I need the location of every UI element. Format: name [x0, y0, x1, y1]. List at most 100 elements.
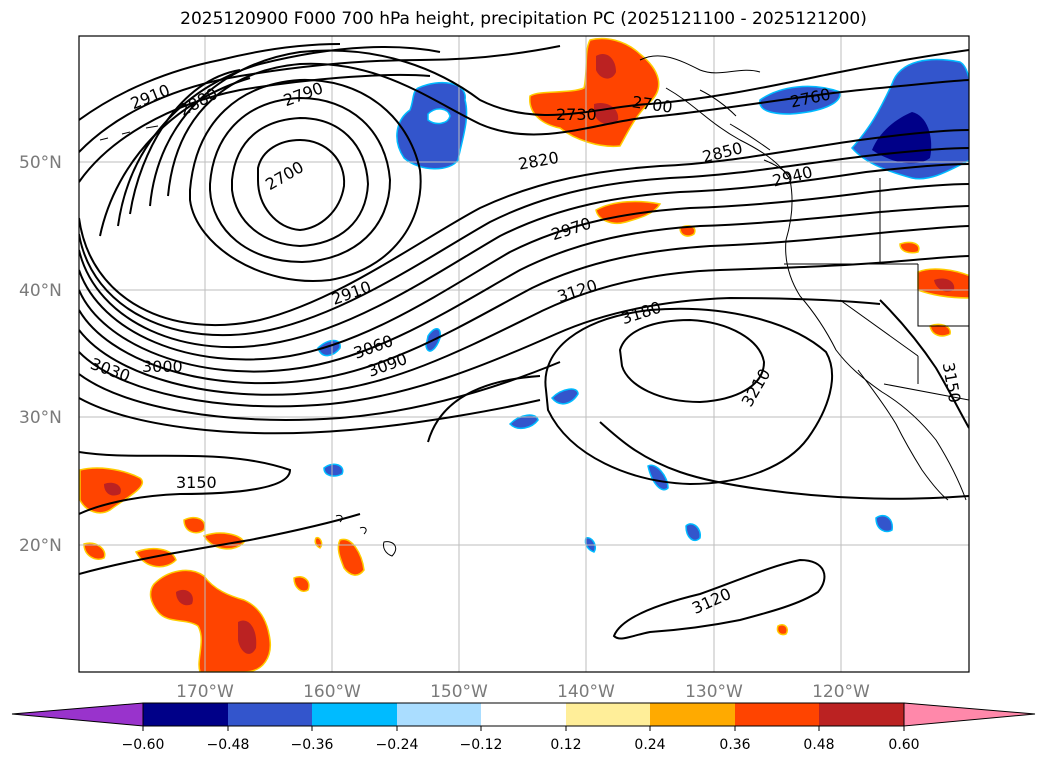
contour-line: [618, 318, 766, 404]
lat-label: 30°N: [19, 408, 62, 428]
contour-line: [79, 397, 541, 435]
contour-line: [79, 205, 969, 373]
precip-pos-blob: [529, 37, 660, 148]
contour-line: [427, 375, 969, 500]
contour-label: 3030: [88, 354, 133, 386]
colorbar-outline: [142, 702, 905, 727]
coastline-north-america: [665, 87, 967, 501]
height-contours: [79, 43, 969, 640]
colorbar-tick-label: 0.24: [634, 737, 665, 753]
precip-pos-blob: [337, 538, 365, 576]
precip-neg-blob: [875, 514, 893, 533]
colorbar-segment: [312, 703, 397, 726]
map-title: 2025120900 F000 700 hPa height, precipit…: [180, 9, 867, 29]
colorbar-segment: [735, 703, 819, 726]
precip-strong-blob: [104, 482, 121, 496]
colorbar-segment: [650, 703, 735, 726]
colorbar-tick-label: −0.24: [376, 737, 419, 753]
precip-pos-blob: [183, 516, 206, 534]
colorbar-segment: [397, 703, 481, 726]
coastlines: [99, 55, 969, 557]
colorbar-tick-label: 0.36: [719, 737, 750, 753]
map-frame: [78, 35, 970, 673]
precip-strong-blob: [934, 278, 955, 292]
colorbar-tick-label: −0.12: [460, 737, 503, 753]
contour-line: [79, 255, 969, 396]
lat-label: 20°N: [19, 536, 62, 556]
lon-label: 170°W: [176, 682, 234, 702]
coastline-aleutians: [99, 125, 159, 141]
lon-label: 160°W: [303, 682, 361, 702]
contour-line: [79, 73, 431, 183]
coastline-hawaii: [335, 515, 397, 557]
precip-pos-blob: [929, 323, 951, 337]
colorbar-segment: [228, 703, 312, 726]
colorbar-tick-label: −0.60: [122, 737, 165, 753]
contour-label: 2700: [262, 157, 307, 194]
colorbar-tick-label: 0.60: [888, 737, 919, 753]
lat-label: 40°N: [19, 281, 62, 301]
contour-label: 3120: [555, 276, 600, 307]
contour-label: 2820: [517, 148, 560, 174]
contour-line: [167, 62, 969, 197]
colorbar-tick-label: −0.36: [291, 737, 334, 753]
precip-strong-blob: [596, 53, 616, 79]
contour-line: [79, 129, 969, 327]
lon-label: 150°W: [430, 682, 488, 702]
lon-label: 120°W: [812, 682, 870, 702]
contour-line: [117, 46, 441, 227]
contour-line: [79, 296, 881, 408]
contour-line: [257, 138, 346, 232]
contour-line: [879, 299, 969, 429]
colorbar-tick-label: −0.48: [207, 737, 250, 753]
coastline-alaska: [639, 55, 791, 177]
colorbar-segment: [566, 703, 650, 726]
contour-line: [79, 361, 561, 421]
precip-neg-blob: [550, 388, 579, 405]
map-plot-area: 2910 2880 2790 2700 2730 2700 2760 2820 …: [79, 36, 969, 672]
contour-line: [544, 307, 834, 486]
colorbar-ticks: [142, 726, 905, 731]
lon-label: 130°W: [685, 682, 743, 702]
precip-neg-blob: [396, 81, 468, 170]
contour-line: [209, 96, 392, 264]
colorbar-tick-label: 0.48: [803, 737, 834, 753]
contour-line: [79, 45, 561, 153]
colorbar-segment: [819, 703, 904, 726]
lat-label: 50°N: [19, 153, 62, 173]
contour-label: 3000: [142, 357, 183, 376]
precip-strong-blob: [176, 589, 193, 606]
colorbar-segment: [143, 703, 228, 726]
contour-label: 3150: [939, 361, 965, 404]
contour-line: [79, 147, 969, 337]
coastline-baja: [857, 369, 949, 501]
colorbar-tick-labels: −0.60 −0.48 −0.36 −0.24 −0.12 0.12 0.24 …: [122, 737, 920, 753]
colorbar: −0.60 −0.48 −0.36 −0.24 −0.12 0.12 0.24 …: [11, 702, 1036, 753]
contour-label: 3150: [176, 473, 217, 492]
colorbar-extend-low: [11, 702, 144, 727]
contour-label: 3210: [738, 365, 775, 410]
contour-line: [79, 43, 341, 121]
precip-neg-blob: [759, 85, 841, 115]
precip-neg-blob: [323, 463, 344, 477]
contour-label: 2910: [128, 80, 173, 113]
contour-label: 2730: [556, 105, 597, 124]
lon-label: 140°W: [557, 682, 615, 702]
precip-pos-blob: [293, 576, 310, 592]
contour-line: [79, 183, 969, 361]
precip-pos-blob: [134, 547, 177, 568]
contour-line: [79, 513, 361, 575]
precip-strong-blob: [238, 620, 257, 654]
precip-neg-blob: [427, 108, 451, 125]
colorbar-tick-label: 0.12: [550, 737, 581, 753]
precip-pos-blob: [899, 241, 920, 254]
contour-line: [612, 558, 826, 640]
precip-pos-blob: [83, 542, 106, 560]
contour-line: [99, 77, 251, 237]
contour-line: [79, 451, 292, 515]
contour-line: [231, 116, 370, 248]
graticule: [79, 36, 969, 672]
precip-pos-blob: [314, 536, 323, 549]
contour-label: 2910: [329, 277, 374, 309]
